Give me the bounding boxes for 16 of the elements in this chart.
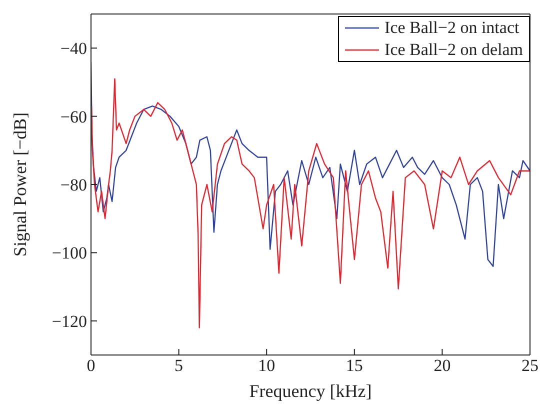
y-axis-title: Signal Power [−dB]	[10, 112, 30, 257]
y-tick-label: −60	[60, 107, 87, 126]
y-tick-label: −40	[60, 39, 87, 58]
legend-label: Ice Ball−2 on delam	[384, 39, 523, 61]
x-tick-label: 25	[522, 356, 538, 376]
y-tick-label: −120	[52, 312, 87, 331]
x-tick-label: 10	[258, 356, 276, 376]
x-axis-title: Frequency [kHz]	[249, 381, 372, 401]
x-tick-label: 0	[86, 356, 96, 376]
y-tick-label: −80	[60, 176, 87, 195]
y-tick-label: −100	[52, 244, 87, 263]
x-tick-label: 15	[346, 356, 363, 376]
x-tick-label: 20	[434, 356, 451, 376]
legend-label: Ice Ball−2 on intact	[384, 17, 520, 39]
x-tick-label: 5	[174, 356, 184, 376]
line-series	[91, 78, 530, 328]
